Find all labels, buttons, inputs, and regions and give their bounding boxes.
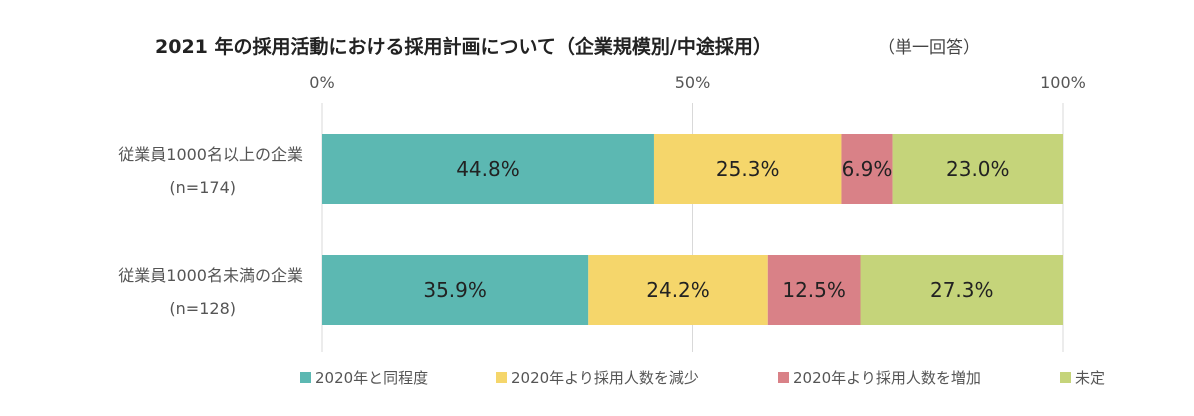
data-label: 6.9%	[842, 157, 893, 181]
category-sample-size: (n=174)	[169, 178, 236, 197]
chart-subtitle: （単一回答）	[878, 38, 980, 58]
data-label: 12.5%	[782, 278, 846, 302]
bar-segment	[653, 134, 842, 204]
bar-segment	[588, 255, 768, 325]
category-label: 従業員1000名以上の企業	[118, 145, 303, 164]
x-axis-ticks: 0% 50% 100%	[309, 73, 1086, 92]
bar-segment	[860, 255, 1063, 325]
bar-segment	[892, 134, 1063, 204]
legend-label: 2020年より採用人数を減少	[511, 369, 699, 387]
x-tick-label: 0%	[309, 73, 334, 92]
legend-label: 2020年と同程度	[315, 369, 428, 387]
data-label: 35.9%	[423, 278, 487, 302]
x-tick-label: 50%	[675, 73, 711, 92]
bar-segment	[841, 134, 893, 204]
data-label: 25.3%	[716, 157, 780, 181]
data-label: 44.8%	[456, 157, 520, 181]
data-label: 24.2%	[646, 278, 710, 302]
legend-label: 未定	[1075, 369, 1105, 387]
data-label: 27.3%	[930, 278, 994, 302]
bar-segment	[322, 255, 589, 325]
legend-swatch	[1060, 372, 1071, 383]
legend-swatch	[496, 372, 507, 383]
legend-swatch	[778, 372, 789, 383]
legend-label: 2020年より採用人数を増加	[793, 369, 981, 387]
legend-swatch	[300, 372, 311, 383]
legend: 2020年と同程度 2020年より採用人数を減少 2020年より採用人数を増加 未定	[300, 369, 1105, 387]
category-label: 従業員1000名未満の企業	[118, 266, 303, 285]
category-labels: 従業員1000名以上の企業 (n=174) 従業員1000名未満の企業 (n=128)	[118, 145, 303, 318]
chart-title: 2021 年の採用活動における採用計画について（企業規模別/中途採用）	[155, 35, 772, 58]
x-tick-label: 100%	[1040, 73, 1086, 92]
category-sample-size: (n=128)	[169, 299, 236, 318]
data-label: 23.0%	[946, 157, 1010, 181]
bars: 44.8% 25.3% 6.9% 23.0% 35.9% 24.2% 12.5% 27.3%	[322, 134, 1063, 325]
bar-segment	[767, 255, 861, 325]
bar-segment	[322, 134, 654, 204]
